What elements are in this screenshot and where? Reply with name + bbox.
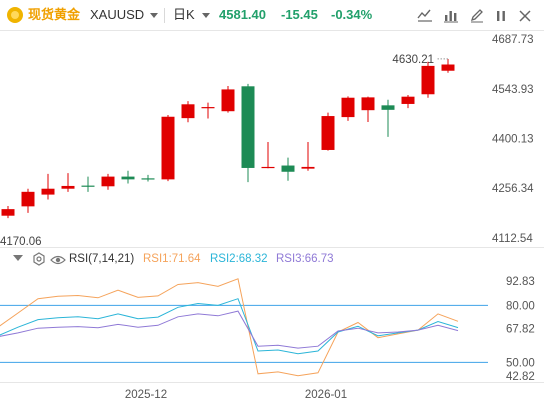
candle bbox=[181, 101, 195, 123]
candle bbox=[341, 96, 355, 121]
chevron-down-icon[interactable] bbox=[13, 255, 23, 261]
candle-body bbox=[281, 165, 295, 172]
price-tick-label: 4400.13 bbox=[492, 134, 534, 146]
candle bbox=[381, 99, 395, 137]
candle-body bbox=[41, 188, 55, 195]
time-tick-label: 2025-12 bbox=[125, 389, 167, 401]
candle bbox=[121, 170, 135, 184]
rsi2-line bbox=[0, 298, 459, 355]
candle-body bbox=[361, 97, 375, 111]
candle bbox=[61, 173, 75, 192]
candle-body bbox=[241, 86, 255, 168]
high-price-label: 4630.21 bbox=[392, 54, 434, 66]
line-chart-icon[interactable] bbox=[415, 6, 435, 25]
bar-chart-icon[interactable] bbox=[441, 6, 461, 25]
eye-icon[interactable] bbox=[50, 253, 66, 271]
rsi3-value: RSI3:66.73 bbox=[276, 253, 334, 265]
candle-body bbox=[121, 176, 135, 180]
candle-body bbox=[1, 209, 15, 216]
candle-body bbox=[181, 104, 195, 119]
pause-icon[interactable] bbox=[491, 6, 511, 25]
time-tick-label: 2026-01 bbox=[305, 389, 347, 401]
candle bbox=[401, 94, 415, 109]
rsi3-line bbox=[0, 310, 459, 349]
candle-body bbox=[201, 107, 215, 109]
rsi-tick-label: 67.82 bbox=[506, 324, 535, 336]
candle-body bbox=[321, 116, 335, 150]
candle-body bbox=[21, 191, 35, 207]
symbol-selector[interactable]: XAUUSD bbox=[90, 7, 145, 22]
candle bbox=[1, 206, 15, 219]
candle-body bbox=[141, 178, 155, 180]
candle-body bbox=[381, 105, 395, 110]
price-change: -15.45 bbox=[281, 7, 318, 22]
candle-body bbox=[401, 96, 415, 104]
rsi1-line bbox=[0, 278, 459, 377]
candle-body bbox=[81, 185, 95, 187]
candle-body bbox=[421, 65, 435, 95]
price-tick-label: 4112.54 bbox=[492, 233, 533, 245]
rsi2-value: RSI2:68.32 bbox=[210, 253, 268, 265]
last-price: 4581.40 bbox=[219, 7, 266, 22]
candle bbox=[421, 61, 435, 98]
candle bbox=[201, 102, 215, 119]
candle bbox=[241, 83, 255, 183]
low-price-label: 4170.06 bbox=[0, 236, 42, 248]
candle-body bbox=[261, 166, 275, 169]
rsi-tick-label: 50.00 bbox=[506, 357, 535, 369]
rsi-tick-label: 80.00 bbox=[506, 300, 535, 312]
candle bbox=[281, 157, 295, 181]
candle bbox=[41, 173, 55, 200]
settings-icon[interactable] bbox=[32, 252, 46, 271]
rsi-tick-label: 42.82 bbox=[506, 371, 535, 383]
candle bbox=[261, 142, 275, 169]
candle bbox=[141, 174, 155, 182]
candle bbox=[161, 115, 175, 182]
gold-coin-icon bbox=[7, 7, 23, 23]
close-icon[interactable] bbox=[515, 6, 535, 25]
price-change-percent: -0.34% bbox=[331, 7, 373, 22]
candle-body bbox=[61, 185, 75, 189]
candle-body bbox=[301, 166, 315, 169]
rsi-legend: RSI(7,14,21) RSI1:71.64 RSI2:68.32 RSI3:… bbox=[0, 248, 544, 270]
period-selector[interactable]: 日K bbox=[173, 7, 195, 22]
rsi1-value: RSI1:71.64 bbox=[143, 253, 201, 265]
app-name: 现货黄金 bbox=[28, 7, 81, 22]
chevron-down-icon[interactable] bbox=[150, 13, 158, 18]
candle-body bbox=[441, 64, 455, 71]
candle bbox=[81, 176, 95, 192]
candle-body bbox=[341, 97, 355, 118]
chart-header: 现货黄金 XAUUSD 日K 4581.40 -15.45 -0.34% bbox=[0, 0, 544, 30]
candle bbox=[101, 173, 115, 190]
chevron-down-icon[interactable] bbox=[202, 13, 210, 18]
price-tick-label: 4543.93 bbox=[492, 84, 534, 96]
candle bbox=[361, 96, 375, 122]
candle bbox=[301, 142, 315, 171]
rsi-indicator-label: RSI(7,14,21) bbox=[69, 253, 135, 265]
price-tick-label: 4687.73 bbox=[492, 34, 534, 46]
candle bbox=[441, 58, 455, 73]
candle-body bbox=[221, 89, 235, 112]
price-tick-label: 4256.34 bbox=[492, 183, 534, 195]
candle bbox=[21, 188, 35, 213]
candle bbox=[221, 85, 235, 113]
draw-pen-icon[interactable] bbox=[467, 6, 487, 25]
rsi-tick-label: 92.83 bbox=[506, 276, 535, 288]
candle bbox=[321, 112, 335, 151]
candle-body bbox=[101, 176, 115, 187]
candle-body bbox=[161, 116, 175, 180]
divider bbox=[164, 8, 165, 23]
